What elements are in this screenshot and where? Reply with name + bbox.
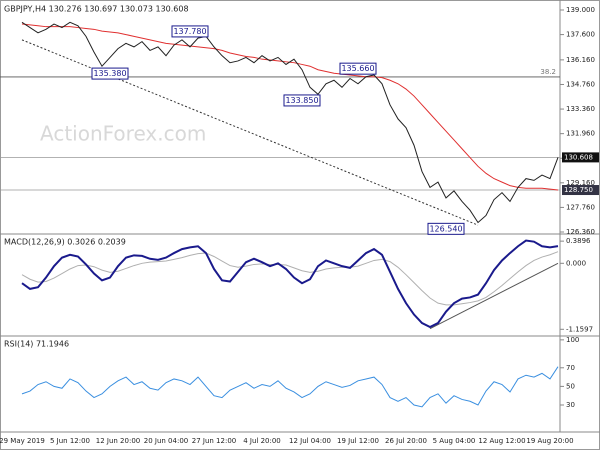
x-tick-label: 5 Aug 04:00 xyxy=(433,437,476,445)
annotation-label: 135.660 xyxy=(341,64,374,73)
x-tick-label: 20 Jun 04:00 xyxy=(144,437,188,445)
series-line xyxy=(21,21,559,224)
fib-label: 38.2 xyxy=(540,68,556,76)
x-tick-label: 29 May 2019 xyxy=(0,437,45,445)
y-tick-label: 139.000 xyxy=(566,6,595,14)
y-tick-label: 133.360 xyxy=(566,105,595,113)
x-tick-label: 26 Jul 20:00 xyxy=(385,437,427,445)
annotation-box xyxy=(283,94,321,107)
annotation-box xyxy=(91,67,129,80)
x-tick-label: 12 Jun 20:00 xyxy=(96,437,140,445)
level-box xyxy=(562,185,599,196)
series-line xyxy=(21,251,559,306)
y-tick-label: 30 xyxy=(566,401,575,409)
macd-title: MACD(12,26,9) 0.3026 0.2039 xyxy=(4,238,126,247)
x-tick-label: 12 Aug 12:00 xyxy=(478,437,525,445)
level-label: 128.750 xyxy=(564,186,593,194)
y-tick-label: 134.760 xyxy=(566,80,595,88)
rsi-title: RSI(14) 71.1946 xyxy=(4,340,69,349)
series-line xyxy=(21,366,559,408)
x-tick-label: 4 Jul 20:00 xyxy=(243,437,281,445)
x-tick-label: 19 Jul 12:00 xyxy=(337,437,379,445)
level-box xyxy=(562,152,599,163)
y-tick-label: 0.3896 xyxy=(566,237,591,245)
y-tick-label: 100 xyxy=(566,336,579,344)
x-tick-label: 5 Jun 12:00 xyxy=(50,437,90,445)
y-tick-label: 70 xyxy=(566,364,575,372)
series-line xyxy=(21,239,559,329)
annotation-box xyxy=(171,25,209,38)
y-tick-label: 126.360 xyxy=(566,228,595,236)
annotation-box xyxy=(427,222,465,235)
level-label: 130.608 xyxy=(564,153,593,161)
watermark: ActionForex.com xyxy=(40,122,206,146)
x-tick-label: 12 Jul 04:00 xyxy=(289,437,331,445)
y-tick-label: 131.960 xyxy=(566,130,595,138)
chart-title: GBPJPY,H4 130.276 130.697 130.073 130.60… xyxy=(4,5,189,14)
annotation-label: 133.850 xyxy=(285,96,318,105)
x-tick-label: 19 Aug 20:00 xyxy=(526,437,573,445)
annotation-label: 126.540 xyxy=(429,224,462,233)
y-tick-label: 0.000 xyxy=(566,259,586,267)
annotation-label: 137.780 xyxy=(173,27,206,36)
y-tick-label: 137.600 xyxy=(566,31,595,39)
y-tick-label: -1.1597 xyxy=(566,325,593,333)
x-tick-label: 27 Jun 12:00 xyxy=(192,437,236,445)
y-tick-label: 129.160 xyxy=(566,179,595,187)
y-tick-label: 127.760 xyxy=(566,203,595,211)
annotation-label: 135.380 xyxy=(93,69,126,78)
y-tick-label: 136.160 xyxy=(566,56,595,64)
annotation-box xyxy=(339,62,377,75)
trendline xyxy=(429,262,559,330)
y-tick-label: 50 xyxy=(566,382,575,390)
